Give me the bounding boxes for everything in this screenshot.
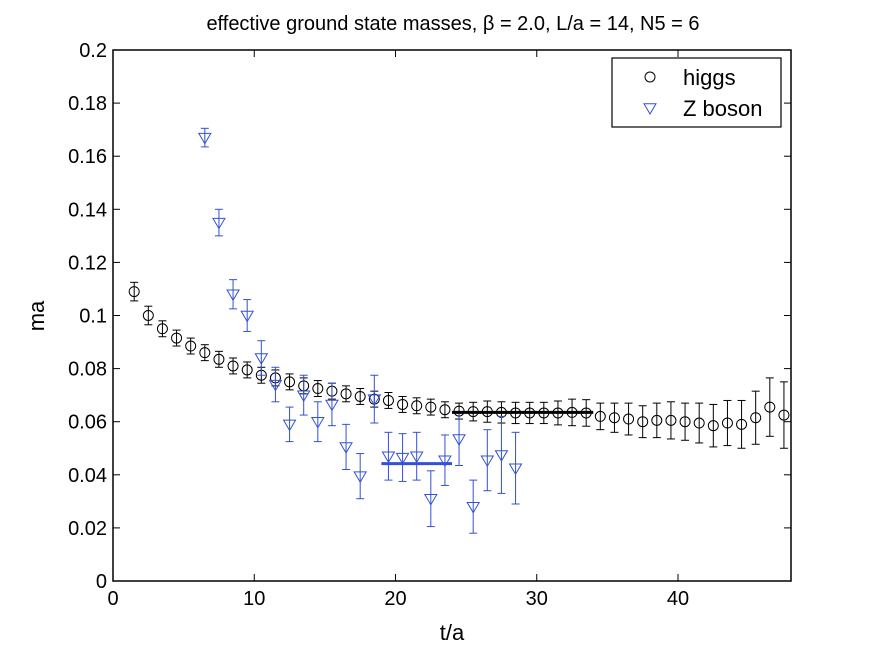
- data-point: [508, 463, 523, 476]
- data-point: [212, 217, 226, 230]
- data-point: [750, 412, 762, 424]
- data-point: [651, 414, 663, 426]
- x-tick-label: 30: [526, 588, 548, 610]
- legend-label: higgs: [683, 65, 736, 90]
- data-point: [397, 398, 409, 410]
- data-point: [339, 442, 353, 454]
- y-tick-label: 0.06: [68, 412, 107, 434]
- data-point: [679, 416, 691, 428]
- data-point: [156, 323, 168, 335]
- data-point: [438, 455, 452, 468]
- y-axis: 0 0.02 0.04 0.06 0.08 0.1 0.12 0.14 0.16 0.18 0.2: [68, 40, 791, 593]
- data-point: [439, 404, 451, 416]
- data-point: [227, 360, 239, 372]
- legend: higgs Z boson: [611, 57, 782, 128]
- data-point: [199, 347, 211, 359]
- data-point: [382, 394, 394, 406]
- y-tick-label: 0.18: [68, 93, 107, 115]
- y-tick-label: 0.14: [68, 199, 107, 221]
- y-tick-label: 0.12: [68, 252, 107, 274]
- x-tick-label: 20: [384, 588, 406, 610]
- legend-label: Z boson: [683, 96, 763, 121]
- series-z-boson: [197, 127, 523, 534]
- data-point: [312, 383, 324, 395]
- data-point: [353, 471, 368, 484]
- data-point: [480, 455, 495, 468]
- legend-marker-circle: [644, 71, 656, 83]
- x-axis: 0 10 20 30 40: [107, 50, 689, 610]
- legend-box: [611, 57, 782, 128]
- data-point: [411, 400, 423, 412]
- x-axis-title: t/a: [440, 620, 465, 645]
- x-tick-label: 10: [243, 588, 265, 610]
- y-tick-label: 0.16: [68, 146, 107, 168]
- data-point: [736, 418, 748, 430]
- data-point: [452, 434, 466, 446]
- data-point: [367, 394, 382, 407]
- data-point: [466, 501, 481, 514]
- data-point: [296, 390, 311, 403]
- data-point: [637, 416, 649, 428]
- data-point: [284, 376, 296, 388]
- plot-area-frame: [112, 49, 792, 582]
- data-point: [325, 399, 339, 412]
- data-point: [240, 310, 255, 323]
- data-point: [423, 493, 438, 506]
- y-tick-label: 0.2: [79, 40, 107, 62]
- legend-marker-triangle: [643, 103, 657, 115]
- x-tick-label: 40: [667, 588, 689, 610]
- data-point: [354, 390, 366, 402]
- data-point: [128, 286, 140, 298]
- data-point: [268, 379, 283, 392]
- y-tick-label: 0: [96, 571, 107, 593]
- data-point: [310, 417, 325, 429]
- data-point: [282, 419, 297, 432]
- y-tick-label: 0.08: [68, 359, 107, 381]
- data-point: [707, 420, 719, 432]
- data-point: [409, 451, 424, 464]
- data-point: [778, 409, 790, 421]
- fit-lines: [381, 410, 594, 466]
- data-point: [764, 401, 776, 413]
- data-point: [623, 413, 635, 425]
- data-point: [340, 388, 352, 400]
- y-tick-label: 0.1: [79, 306, 107, 328]
- data-point: [693, 417, 705, 429]
- data-point: [665, 414, 677, 426]
- data-point: [494, 450, 509, 462]
- data-point: [142, 310, 154, 321]
- data-point: [608, 412, 620, 424]
- data-point: [197, 132, 212, 145]
- data-point: [395, 452, 410, 465]
- y-tick-label: 0.02: [68, 518, 107, 540]
- data-point: [185, 340, 197, 352]
- data-point: [254, 353, 269, 365]
- data-point: [594, 410, 606, 422]
- y-tick-label: 0.04: [68, 465, 107, 487]
- chart-title: effective ground state masses, β = 2.0, …: [206, 13, 699, 35]
- y-axis-title: ma: [24, 300, 49, 331]
- data-point: [213, 353, 225, 365]
- data-point: [381, 451, 396, 464]
- x-tick-label: 0: [107, 588, 118, 610]
- data-point: [721, 417, 733, 429]
- data-point: [226, 289, 240, 302]
- data-point: [241, 364, 253, 376]
- data-point: [425, 401, 437, 413]
- data-point: [171, 332, 183, 344]
